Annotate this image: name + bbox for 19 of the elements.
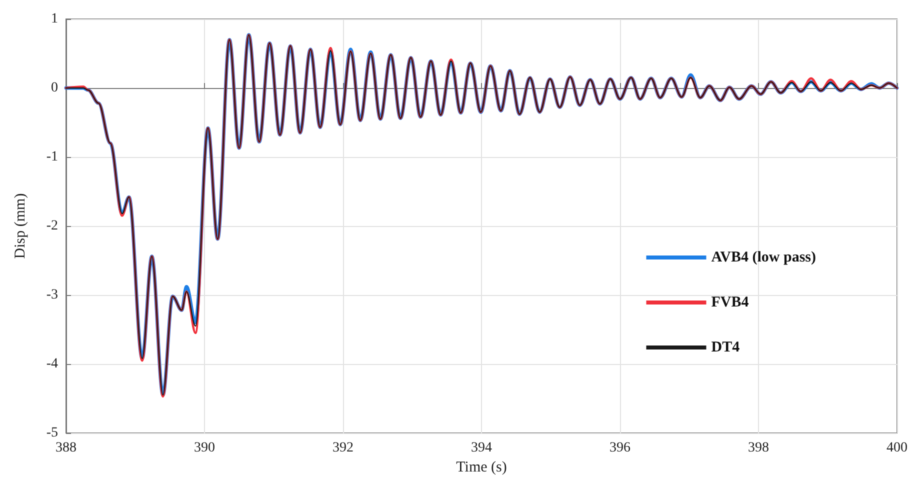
y-tick-label: 1 xyxy=(51,12,58,26)
x-axis-title: Time (s) xyxy=(456,459,507,476)
x-tick-label: 396 xyxy=(610,440,630,456)
y-tick-label: -1 xyxy=(46,150,58,164)
x-tick-label: 392 xyxy=(332,440,354,456)
x-tick-label: 398 xyxy=(748,440,769,456)
y-tick-label: 0 xyxy=(51,80,58,96)
legend-label: DT4 xyxy=(711,340,740,356)
x-tick-label: 388 xyxy=(56,440,76,456)
y-tick-label: -2 xyxy=(46,218,58,234)
y-axis-title: Disp (mm) xyxy=(12,193,28,259)
legend-label: FVB4 xyxy=(711,294,750,310)
x-tick-label: 390 xyxy=(194,440,215,456)
y-tick-label: -3 xyxy=(46,288,58,302)
y-tick-label: -5 xyxy=(46,426,58,440)
x-tick-label: 394 xyxy=(471,440,492,456)
y-tick-label: -4 xyxy=(46,356,58,372)
legend-label: AVB4 (low pass) xyxy=(711,250,816,266)
x-tick-label: 400 xyxy=(886,440,908,456)
